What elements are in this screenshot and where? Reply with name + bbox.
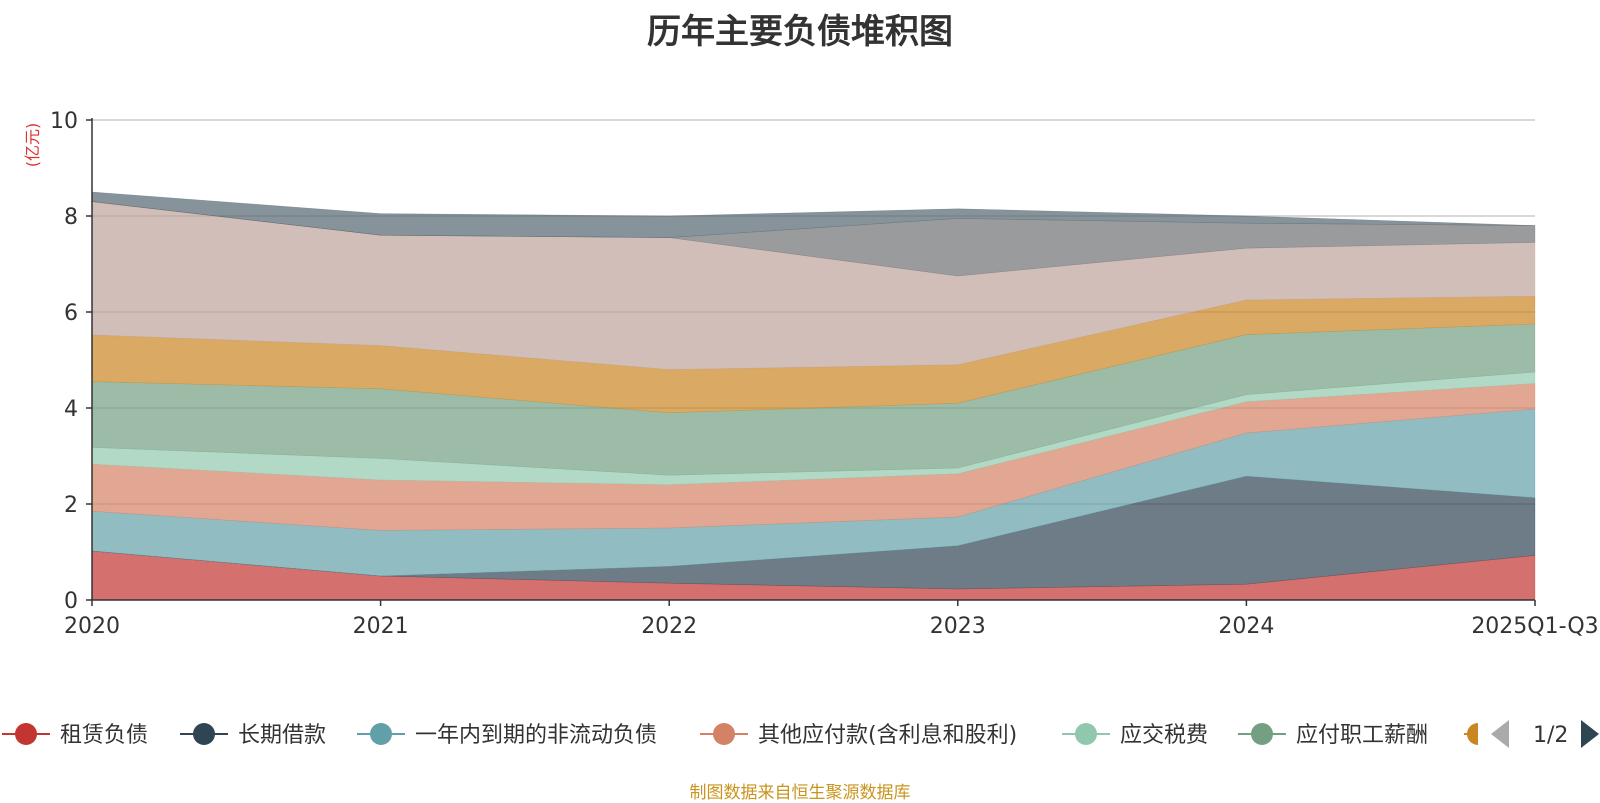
axes: 0 2 4 6 8 10 2020 2021 2022 2023 2024 2025Q1-Q3 (亿元) (23, 109, 1599, 639)
legend-marker-partial-icon (1467, 723, 1478, 745)
legend-marker-icon (1251, 723, 1273, 745)
x-tick-label: 2020 (64, 614, 120, 639)
legend-label: 其他应付款(含利息和股利) (758, 723, 1017, 748)
legend-marker-icon (713, 723, 735, 745)
chart-title: 历年主要负债堆积图 (647, 12, 953, 52)
x-tick-label: 2021 (353, 614, 409, 639)
x-tick-label: 2025Q1-Q3 (1471, 614, 1598, 639)
legend-marker-icon (193, 723, 215, 745)
x-tick-label: 2022 (641, 614, 697, 639)
legend-item-应交税费[interactable]: 应交税费 (1062, 723, 1208, 748)
x-tick-label: 2024 (1218, 614, 1274, 639)
legend-item-其他应付款(含利息和股利)[interactable]: 其他应付款(含利息和股利) (700, 723, 1017, 748)
legend-item-长期借款[interactable]: 长期借款 (180, 723, 326, 748)
legend-item-租赁负债[interactable]: 租赁负债 (2, 723, 148, 748)
legend-item-一年内到期的非流动负债[interactable]: 一年内到期的非流动负债 (357, 723, 657, 748)
legend-item-应付职工薪酬[interactable]: 应付职工薪酬 (1238, 723, 1428, 748)
area-合同负债[interactable] (91, 191, 1536, 238)
data-source-note: 制图数据来自恒生聚源数据库 (689, 783, 911, 803)
legend-marker-icon (370, 723, 392, 745)
area-series (91, 191, 1536, 601)
y-tick-label: 8 (64, 205, 78, 230)
x-tick-label: 2023 (930, 614, 986, 639)
legend-label: 长期借款 (238, 723, 326, 748)
legend-page-indicator: 1/2 (1533, 723, 1568, 748)
legend-label: 应交税费 (1120, 723, 1208, 748)
y-tick-label: 4 (64, 397, 78, 422)
y-tick-label: 10 (50, 109, 78, 134)
legend-next-page-icon[interactable] (1581, 720, 1599, 748)
legend-label: 租赁负债 (60, 723, 148, 748)
legend-label: 应付职工薪酬 (1296, 723, 1428, 748)
y-tick-label: 2 (64, 493, 78, 518)
legend: 租赁负债 长期借款 一年内到期的非流动负债 其他应付款(含利息和股利) 应交税费 应付职工… (2, 720, 1599, 748)
legend-marker-icon (15, 723, 37, 745)
y-axis-unit-label: (亿元) (23, 123, 42, 168)
legend-prev-page-icon[interactable] (1491, 720, 1509, 748)
legend-marker-icon (1075, 723, 1097, 745)
legend-label: 一年内到期的非流动负债 (415, 723, 657, 748)
y-tick-label: 0 (64, 589, 78, 614)
y-tick-label: 6 (64, 301, 78, 326)
